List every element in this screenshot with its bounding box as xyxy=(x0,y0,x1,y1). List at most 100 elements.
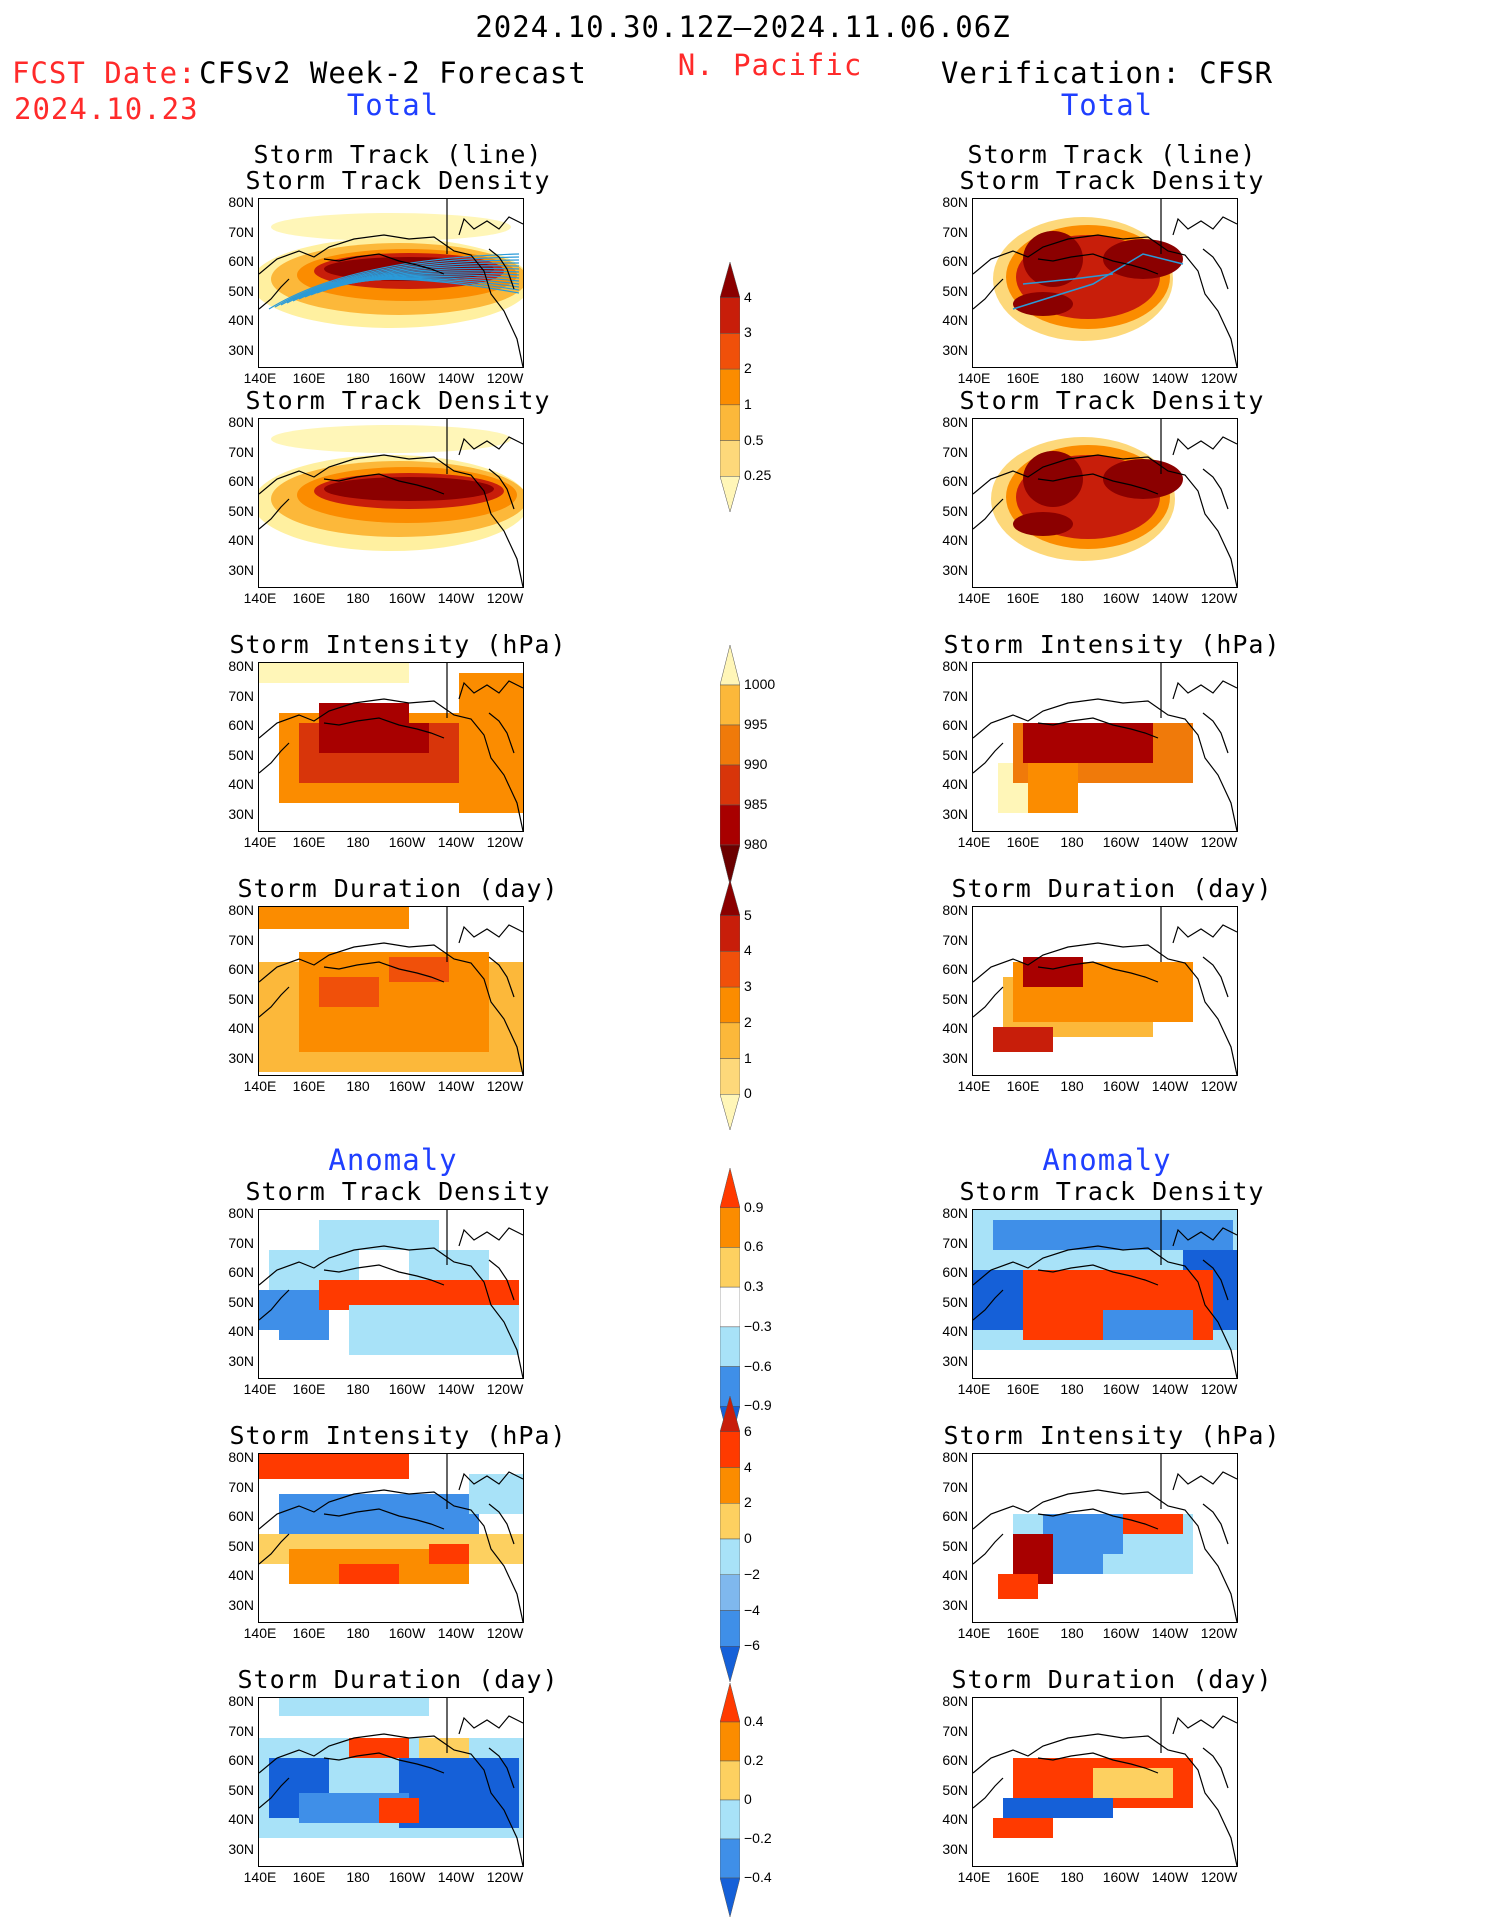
lon-tick-label: 180 xyxy=(346,834,370,850)
lat-tick-label: 40N xyxy=(942,1567,968,1583)
grid-cell xyxy=(998,1574,1038,1599)
total-right-label: Total xyxy=(1060,88,1154,122)
lat-tick-label: 80N xyxy=(942,194,968,210)
colorbar-label: 0.4 xyxy=(744,1713,764,1729)
lon-tick-label: 160E xyxy=(1006,1381,1040,1397)
coastline xyxy=(1037,1752,1159,1774)
grid-cell xyxy=(469,1474,523,1514)
colorbar-swatch xyxy=(719,1247,741,1288)
map-plot xyxy=(259,1210,523,1378)
coastline xyxy=(259,698,523,831)
lat-tick-label: 30N xyxy=(942,1596,968,1613)
colorbar-label: 0 xyxy=(744,1791,752,1807)
coastline xyxy=(259,454,523,587)
total-left-label: Total xyxy=(346,88,440,122)
coastline xyxy=(1172,216,1237,236)
colorbar-label: 0.2 xyxy=(744,1752,764,1768)
grid-cell xyxy=(1103,1310,1193,1340)
coastline xyxy=(1172,680,1237,700)
storm-track-line xyxy=(346,278,520,294)
lat-tick-label: 40N xyxy=(942,1020,968,1036)
forecast-panel-row-4: Storm Duration (day) 80N 70N 60N 50N 40N 30N 14… xyxy=(188,872,608,1102)
coastline xyxy=(259,234,523,367)
colorbar-swatch xyxy=(719,1503,741,1540)
lon-tick-label: 180 xyxy=(1060,1869,1084,1885)
shade-blob xyxy=(271,425,511,453)
colorbar-swatch xyxy=(719,879,741,916)
coastline xyxy=(458,1227,523,1247)
shade-blob xyxy=(1103,459,1183,499)
colorbar-swatch xyxy=(719,333,741,370)
coastline xyxy=(973,986,1004,1018)
lon-tick-label: 160W xyxy=(1102,1078,1140,1094)
lat-tick-label: 40N xyxy=(228,776,254,792)
lon-tick-label: 120W xyxy=(1200,1381,1238,1397)
lat-tick-label: 80N xyxy=(942,1205,968,1221)
grid-cell xyxy=(349,1305,519,1355)
panel-title: Storm Duration (day) xyxy=(237,874,559,903)
lon-tick-label: 140W xyxy=(1151,1625,1189,1641)
lon-tick-label: 160E xyxy=(292,1078,326,1094)
cfsr-panel-row-6: Storm Intensity (hPa) 80N 70N 60N 50N 40N 30N 1… xyxy=(902,1419,1322,1649)
shade-blob xyxy=(324,477,494,501)
lat-tick-label: 50N xyxy=(942,746,968,763)
lon-tick-label: 120W xyxy=(486,1381,524,1397)
colorbar-label: 0 xyxy=(744,1530,752,1546)
lon-tick-label: 120W xyxy=(1200,370,1238,386)
colorbar-label: −0.4 xyxy=(744,1869,772,1885)
region-title: N. Pacific xyxy=(677,48,863,82)
lon-tick-label: 120W xyxy=(486,834,524,850)
lat-tick-label: 50N xyxy=(942,990,968,1007)
colorbar-label: −0.3 xyxy=(744,1317,772,1334)
colorbar-label: 2 xyxy=(744,1494,752,1511)
lon-tick-label: 160W xyxy=(1102,834,1140,850)
right-column-title: Verification: CFSR xyxy=(940,56,1274,90)
lon-tick-label: 180 xyxy=(1060,370,1084,386)
grid-cell xyxy=(1003,1798,1113,1818)
lon-tick-label: 120W xyxy=(1200,590,1238,606)
coastline xyxy=(259,742,290,774)
lat-tick-label: 60N xyxy=(942,1752,968,1768)
colorbar-swatch xyxy=(719,261,741,298)
lon-tick-label: 160E xyxy=(292,834,326,850)
colorbar-swatch xyxy=(719,1431,741,1468)
lon-tick-label: 120W xyxy=(1200,834,1238,850)
grid-cell xyxy=(1028,763,1078,813)
colorbar-swatch xyxy=(719,951,741,988)
lat-tick-label: 80N xyxy=(228,1205,254,1221)
lon-tick-label: 140E xyxy=(957,1869,991,1885)
map-plot xyxy=(259,419,523,587)
storm-track-line xyxy=(274,256,520,308)
map-plot xyxy=(973,1454,1237,1622)
colorbar-label: −0.2 xyxy=(744,1830,772,1846)
lat-tick-label: 60N xyxy=(942,253,968,269)
colorbar-swatch xyxy=(719,1395,741,1432)
fcst-date-label: FCST Date: xyxy=(12,56,197,90)
forecast-panel-row-3: Storm Intensity (hPa) 80N 70N 60N 50N 40N 30N 1… xyxy=(188,628,608,858)
coastline xyxy=(259,278,290,310)
colorbar-label: 1 xyxy=(744,1049,752,1066)
colorbar-swatch xyxy=(719,1838,741,1879)
lon-tick-label: 160E xyxy=(292,370,326,386)
map-frame xyxy=(972,1697,1238,1867)
coastline xyxy=(1172,1227,1237,1247)
lon-tick-label: 180 xyxy=(1060,1381,1084,1397)
shade-blob xyxy=(271,213,511,241)
lon-tick-label: 140E xyxy=(243,370,277,386)
coastline xyxy=(1202,1503,1229,1545)
lon-tick-label: 140E xyxy=(243,1078,277,1094)
shade-blob xyxy=(1103,239,1183,279)
lon-tick-label: 140E xyxy=(243,1869,277,1885)
lat-tick-label: 40N xyxy=(942,532,968,548)
cfsr-panel-row-3: Storm Intensity (hPa) 80N 70N 60N 50N 40N 30N 1… xyxy=(902,628,1322,858)
coastline xyxy=(973,942,1237,1075)
colorbar-label: 5 xyxy=(744,906,752,923)
colorbar-label: 4 xyxy=(744,288,752,305)
colorbar-swatch xyxy=(719,1721,741,1762)
colorbar-swatches xyxy=(719,1395,741,1683)
lat-tick-label: 40N xyxy=(942,1323,968,1339)
coastline xyxy=(323,473,445,495)
lat-tick-label: 30N xyxy=(942,805,968,822)
map-frame xyxy=(258,662,524,832)
coastline xyxy=(1202,468,1229,510)
